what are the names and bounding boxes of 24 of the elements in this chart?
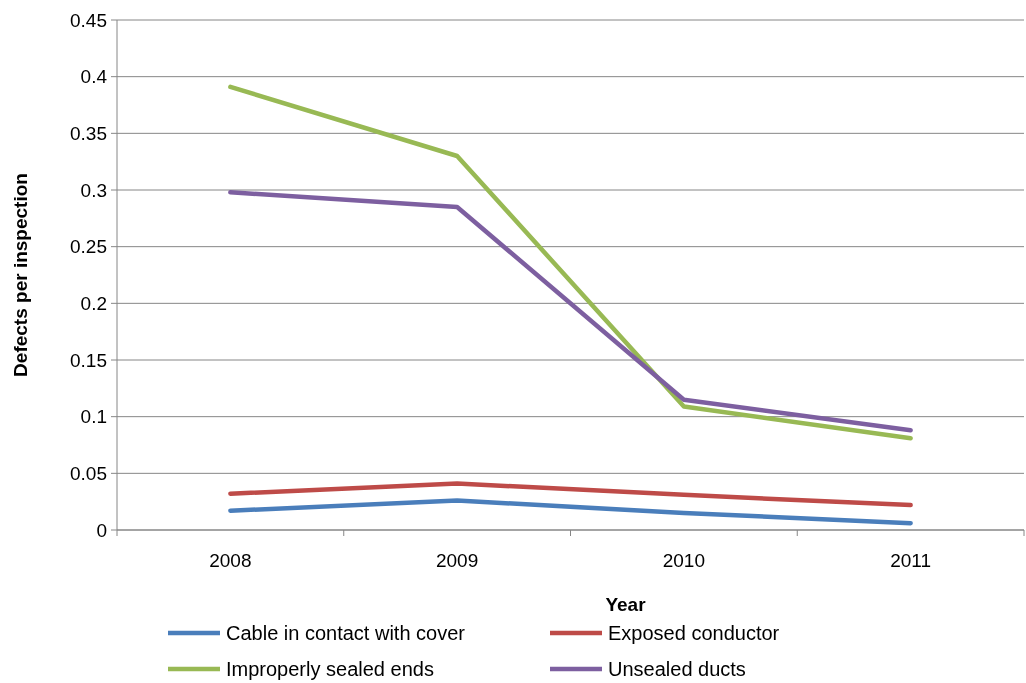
y-tick-label: 0.15 [70, 349, 107, 371]
x-tick-label: 2008 [209, 550, 252, 571]
y-axis-title: Defects per inspection [10, 173, 31, 377]
legend-label: Unsealed ducts [608, 658, 746, 680]
legend-label: Cable in contact with cover [226, 622, 466, 644]
y-tick-label: 0.4 [80, 66, 108, 88]
line-series [228, 190, 913, 433]
y-tick-label: 0.1 [80, 406, 107, 428]
y-tick-label: 0 [96, 519, 107, 541]
y-tick-label: 0.25 [70, 236, 107, 258]
x-tick-label: 2010 [662, 550, 706, 571]
line-series [228, 84, 913, 441]
line-series [228, 481, 913, 508]
y-tick-label: 0.2 [80, 292, 107, 314]
legend-label: Improperly sealed ends [226, 658, 434, 680]
y-tick-label: 0.3 [80, 179, 107, 201]
y-tick-label: 0.45 [70, 9, 107, 31]
y-tick-label: 0.05 [70, 462, 107, 484]
x-axis-title: Year [605, 594, 647, 615]
legend-label: Exposed conductor [608, 622, 780, 644]
x-tick-label: 2011 [890, 550, 932, 571]
x-tick-label: 2009 [435, 550, 479, 571]
line-series [228, 498, 913, 526]
y-tick-label: 0.35 [70, 122, 107, 144]
